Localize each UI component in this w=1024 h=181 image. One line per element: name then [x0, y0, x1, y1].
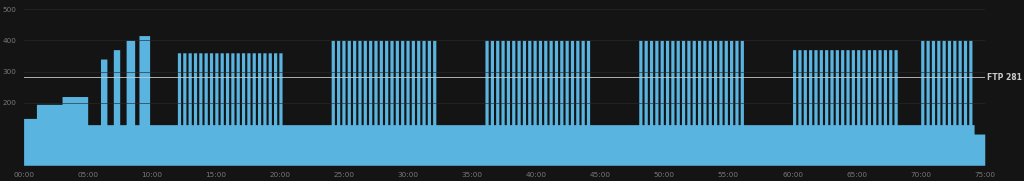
Text: FTP 281: FTP 281 [987, 73, 1022, 82]
